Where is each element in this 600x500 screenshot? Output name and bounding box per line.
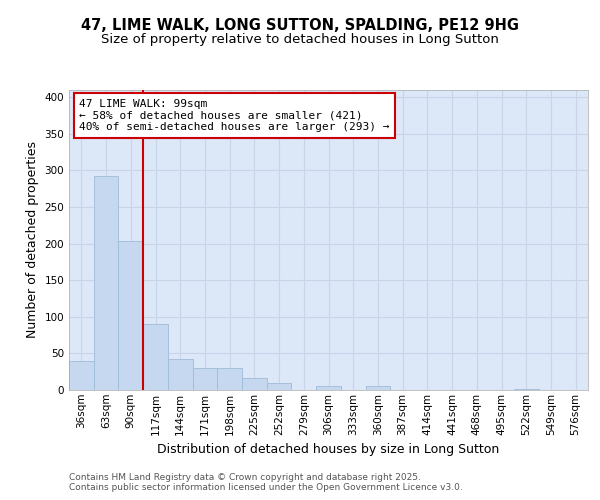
- Bar: [316, 386, 341, 390]
- Text: 47 LIME WALK: 99sqm
← 58% of detached houses are smaller (421)
40% of semi-detac: 47 LIME WALK: 99sqm ← 58% of detached ho…: [79, 99, 390, 132]
- Bar: [242, 378, 267, 390]
- Bar: [217, 368, 242, 390]
- X-axis label: Distribution of detached houses by size in Long Sutton: Distribution of detached houses by size …: [157, 443, 500, 456]
- Bar: [94, 176, 118, 390]
- Bar: [143, 324, 168, 390]
- Bar: [365, 386, 390, 390]
- Bar: [193, 368, 217, 390]
- Text: 47, LIME WALK, LONG SUTTON, SPALDING, PE12 9HG: 47, LIME WALK, LONG SUTTON, SPALDING, PE…: [81, 18, 519, 32]
- Bar: [514, 388, 539, 390]
- Text: Size of property relative to detached houses in Long Sutton: Size of property relative to detached ho…: [101, 32, 499, 46]
- Bar: [69, 360, 94, 390]
- Bar: [267, 384, 292, 390]
- Bar: [168, 358, 193, 390]
- Y-axis label: Number of detached properties: Number of detached properties: [26, 142, 39, 338]
- Text: Contains HM Land Registry data © Crown copyright and database right 2025.
Contai: Contains HM Land Registry data © Crown c…: [69, 473, 463, 492]
- Bar: [118, 240, 143, 390]
